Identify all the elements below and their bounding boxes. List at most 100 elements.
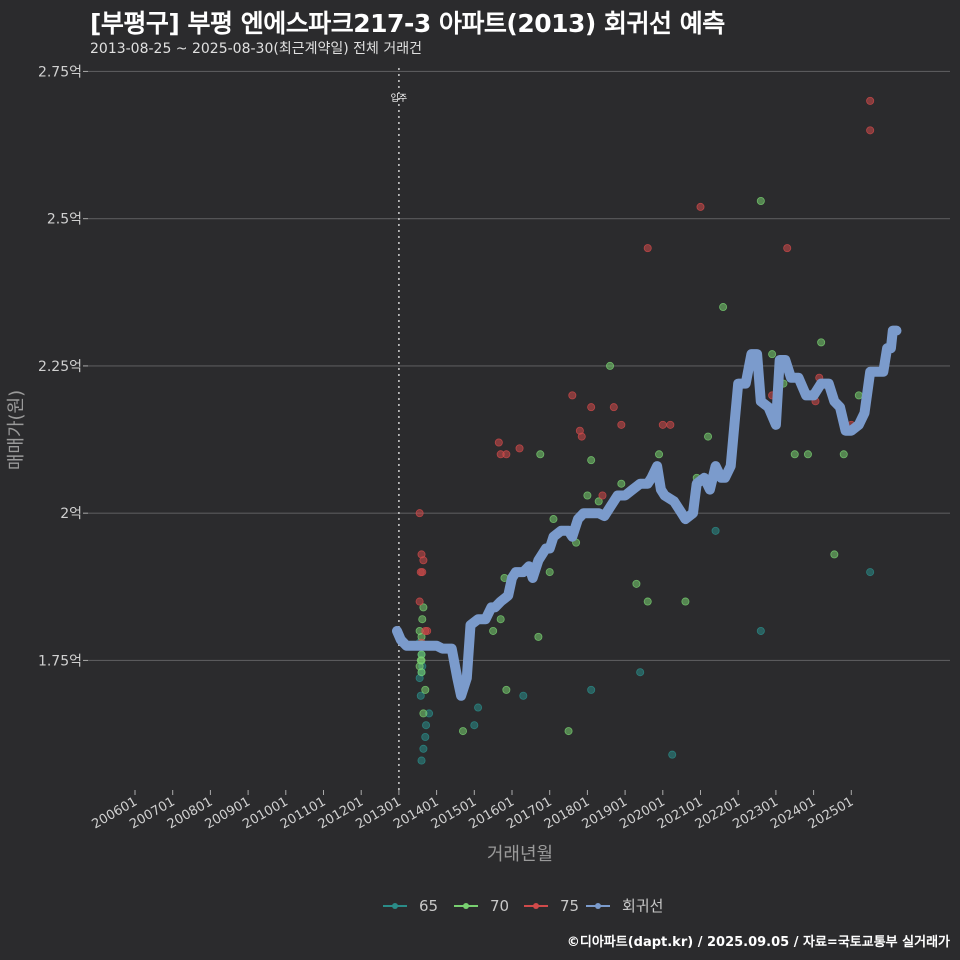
- data-point-65: [470, 721, 479, 730]
- data-point-70: [617, 479, 626, 488]
- data-point-75: [696, 202, 705, 211]
- legend-swatch-dot: [392, 903, 398, 909]
- data-point-65: [866, 568, 875, 577]
- data-point-70: [496, 615, 505, 624]
- data-point-75: [415, 509, 424, 518]
- data-point-70: [719, 303, 728, 312]
- y-tick-label: 2.5억: [47, 212, 82, 228]
- legend-swatch-dot: [463, 903, 469, 909]
- data-point-70: [564, 727, 573, 736]
- chart-title: [부평구] 부평 엔에스파크217-3 아파트(2013) 회귀선 예측: [90, 9, 725, 38]
- y-tick-label: 1.75억: [38, 653, 82, 669]
- data-point-65: [756, 626, 765, 635]
- regression-line: [392, 325, 902, 701]
- data-point-65: [587, 685, 596, 694]
- legend-label: 65: [419, 897, 438, 915]
- x-axis: 2006012007012008012009012010012011012012…: [90, 790, 856, 832]
- data-point-70: [655, 450, 664, 459]
- annotation-layer: 입주: [391, 68, 408, 790]
- data-point-70: [803, 450, 812, 459]
- data-point-70: [587, 456, 596, 465]
- legend-label: 회귀선: [622, 897, 663, 915]
- data-point-70: [854, 391, 863, 400]
- legend-swatch-dot: [533, 903, 539, 909]
- data-point-70: [817, 338, 826, 347]
- data-point-65: [421, 732, 430, 741]
- y-tick-label: 2.75억: [38, 64, 82, 80]
- grid-lines: [88, 70, 950, 662]
- data-point-70: [458, 727, 467, 736]
- data-point-70: [418, 615, 427, 624]
- data-point-70: [536, 450, 545, 459]
- data-point-75: [587, 403, 596, 412]
- data-point-65: [636, 668, 645, 677]
- data-point-65: [419, 744, 428, 753]
- data-point-70: [549, 515, 558, 524]
- data-point-75: [419, 556, 428, 565]
- data-point-75: [568, 391, 577, 400]
- regression-layer: [392, 325, 902, 701]
- chart-subtitle: 2013-08-25 ~ 2025-08-30(최근계약일) 전체 거래건: [90, 41, 422, 57]
- data-point-70: [632, 579, 641, 588]
- data-point-75: [415, 597, 424, 606]
- legend-label: 70: [490, 897, 509, 915]
- legend-swatch-dot: [595, 903, 601, 909]
- data-point-65: [668, 750, 677, 759]
- data-point-75: [609, 403, 618, 412]
- data-point-75: [866, 96, 875, 105]
- legend-item-65: 65: [383, 897, 438, 915]
- data-point-70: [704, 432, 713, 441]
- data-point-75: [666, 420, 675, 429]
- data-point-70: [681, 597, 690, 606]
- data-point-70: [606, 361, 615, 370]
- data-point-75: [418, 568, 427, 577]
- data-point-75: [502, 450, 511, 459]
- data-point-70: [417, 668, 426, 677]
- data-point-75: [866, 126, 875, 135]
- data-point-75: [643, 244, 652, 253]
- legend-item-75: 75: [524, 897, 579, 915]
- data-point-70: [643, 597, 652, 606]
- data-point-65: [422, 721, 431, 730]
- scatter-points: [415, 96, 875, 765]
- data-point-75: [423, 626, 432, 635]
- data-point-70: [839, 450, 848, 459]
- credit-text: ©디아파트(dapt.kr) / 2025.09.05 / 자료=국토교통부 실…: [566, 935, 950, 950]
- data-point-70: [502, 685, 511, 694]
- data-point-70: [594, 497, 603, 506]
- data-point-70: [830, 550, 839, 559]
- legend-label: 75: [560, 897, 579, 915]
- data-point-70: [419, 603, 428, 612]
- legend: 65 70 75 회귀선: [383, 897, 663, 915]
- data-point-70: [489, 626, 498, 635]
- y-axis: 1.75억 2억 2.25억 2.5억 2.75억: [38, 64, 88, 669]
- data-point-75: [494, 438, 503, 447]
- y-tick-label: 2억: [60, 506, 82, 522]
- y-axis-title: 매매가(원): [6, 390, 27, 470]
- data-point-65: [519, 691, 528, 700]
- data-point-65: [474, 703, 483, 712]
- data-point-70: [790, 450, 799, 459]
- data-point-70: [768, 350, 777, 359]
- y-tick-label: 2.25억: [38, 359, 82, 375]
- data-point-75: [617, 420, 626, 429]
- data-point-65: [416, 691, 425, 700]
- data-point-75: [783, 244, 792, 253]
- move-in-label: 입주: [391, 92, 408, 104]
- data-point-70: [545, 568, 554, 577]
- data-point-75: [577, 432, 586, 441]
- data-point-65: [417, 756, 426, 765]
- data-point-75: [598, 491, 607, 500]
- data-point-75: [515, 444, 524, 453]
- legend-item-regression: 회귀선: [586, 897, 663, 915]
- legend-item-70: 70: [454, 897, 509, 915]
- data-point-75: [658, 420, 667, 429]
- x-axis-title: 거래년월: [487, 844, 553, 865]
- data-point-70: [419, 709, 428, 718]
- data-point-65: [711, 526, 720, 535]
- data-point-70: [534, 632, 543, 641]
- data-point-70: [756, 197, 765, 206]
- data-point-70: [416, 656, 425, 665]
- data-point-70: [583, 491, 592, 500]
